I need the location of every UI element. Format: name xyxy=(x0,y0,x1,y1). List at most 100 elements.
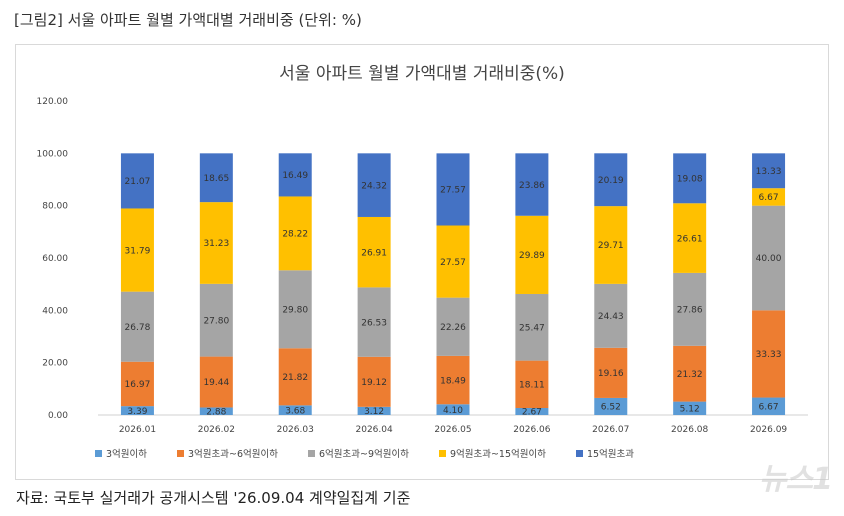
y-tick-label: 120.00 xyxy=(37,97,69,107)
data-label: 22.26 xyxy=(440,323,466,333)
data-label: 13.33 xyxy=(756,167,782,177)
bar-segment xyxy=(199,283,233,357)
data-label: 18.65 xyxy=(203,174,229,184)
bar-segment xyxy=(673,153,707,204)
data-label: 25.47 xyxy=(519,324,545,334)
data-label: 19.12 xyxy=(361,378,387,388)
bar-segment xyxy=(752,153,786,189)
data-label: 3.68 xyxy=(285,406,305,416)
bar-segment xyxy=(199,202,233,284)
legend-item: 9억원초과~15억원이하 xyxy=(438,446,546,460)
data-label: 19.16 xyxy=(598,369,624,379)
legend-swatch xyxy=(438,449,446,457)
data-label: 6.67 xyxy=(759,193,779,203)
data-label: 18.49 xyxy=(440,376,466,386)
bar-segment xyxy=(199,153,233,203)
x-tick-label: 2026.04 xyxy=(356,425,393,435)
legend-swatch xyxy=(307,449,315,457)
data-label: 26.53 xyxy=(361,318,387,328)
bar-segment xyxy=(436,297,470,356)
data-label: 19.08 xyxy=(677,175,703,185)
source-note: 자료: 국토부 실거래가 공개시스템 '26.09.04 계약일집계 기준 xyxy=(16,489,411,507)
figure-caption: [그림2] 서울 아파트 월별 가액대별 거래비중 (단위: %) xyxy=(14,11,362,29)
data-label: 2.67 xyxy=(522,408,542,418)
data-label: 33.33 xyxy=(756,350,782,360)
data-label: 31.23 xyxy=(203,239,229,249)
bar-segment xyxy=(515,293,549,361)
data-label: 23.86 xyxy=(519,181,545,191)
bar-segment xyxy=(357,216,391,288)
x-tick-label: 2026.09 xyxy=(750,425,787,435)
y-tick-label: 20.00 xyxy=(42,359,68,369)
bar-segment xyxy=(752,310,786,398)
news1-watermark-logo: 뉴스1 xyxy=(758,462,833,497)
bar-segment xyxy=(436,153,470,226)
bar-segment xyxy=(594,206,628,284)
data-label: 2.88 xyxy=(206,407,226,417)
bar-segment xyxy=(752,188,786,206)
y-tick-label: 60.00 xyxy=(42,254,68,264)
x-tick-label: 2026.07 xyxy=(592,425,629,435)
bar-segment xyxy=(357,287,391,357)
x-tick-label: 2026.06 xyxy=(513,425,550,435)
bar-segment xyxy=(278,270,312,349)
legend-swatch xyxy=(575,449,583,457)
data-label: 5.12 xyxy=(680,405,700,415)
chart-legend: 3억원이하 3억원초과~6억원이하 6억원초과~9억원이하 9억원초과~15억원이하 1… xyxy=(95,446,634,460)
data-label: 21.32 xyxy=(677,370,703,380)
data-label: 24.32 xyxy=(361,181,387,191)
data-label: 27.57 xyxy=(440,186,466,196)
x-tick-label: 2026.01 xyxy=(119,425,156,435)
bar-segment xyxy=(515,215,549,294)
bar-segment xyxy=(594,397,628,415)
data-label: 21.07 xyxy=(125,177,151,187)
bar-segment xyxy=(673,203,707,273)
data-label: 29.89 xyxy=(519,251,545,261)
bar-segment xyxy=(357,406,391,415)
x-tick-label: 2026.02 xyxy=(198,425,235,435)
data-label: 20.19 xyxy=(598,176,624,186)
y-tick-label: 40.00 xyxy=(42,306,68,316)
data-label: 21.82 xyxy=(282,373,308,383)
data-label: 31.79 xyxy=(125,246,151,256)
legend-item: 3억원이하 xyxy=(95,446,147,460)
data-label: 19.44 xyxy=(203,378,229,388)
bar-segment xyxy=(594,283,628,348)
x-tick-label: 2026.03 xyxy=(277,425,314,435)
legend-item: 15억원초과 xyxy=(575,446,635,460)
bar-segment xyxy=(436,225,470,298)
stacked-bar-chart: 서울 아파트 월별 가액대별 거래비중(%) 0.00 20.00 40.00 60.… xyxy=(37,64,808,435)
bar-segment xyxy=(120,361,154,407)
legend-swatch xyxy=(95,449,102,457)
bar-segment xyxy=(120,153,154,209)
data-label: 26.78 xyxy=(125,323,151,333)
chart-title: 서울 아파트 월별 가액대별 거래비중(%) xyxy=(279,64,565,84)
bar-segment xyxy=(436,404,470,415)
legend-label: 9억원초과~15억원이하 xyxy=(449,449,546,460)
bar-segment xyxy=(515,360,549,409)
legend-swatch xyxy=(177,449,185,457)
legend-label: 15억원초과 xyxy=(586,449,635,460)
y-axis: 0.00 20.00 40.00 60.00 80.00 100.00 120.00 xyxy=(37,97,69,421)
y-tick-label: 100.00 xyxy=(37,149,69,159)
data-label: 6.67 xyxy=(759,402,779,412)
legend-label: 6억원초과~9억원이하 xyxy=(318,449,409,460)
bar-segment xyxy=(278,196,312,271)
bar-segment xyxy=(436,355,470,405)
data-label: 27.57 xyxy=(440,258,466,268)
data-label: 16.49 xyxy=(282,171,308,181)
x-tick-label: 2026.05 xyxy=(434,425,471,435)
y-tick-label: 80.00 xyxy=(42,202,68,212)
data-label: 3.39 xyxy=(127,407,147,417)
data-label: 26.61 xyxy=(677,234,703,244)
bar-segment xyxy=(199,407,233,415)
bar-segment xyxy=(673,345,707,402)
x-tick-label: 2026.08 xyxy=(671,425,708,435)
chart-container: 서울 아파트 월별 가액대별 거래비중(%) 0.00 20.00 40.00 60.… xyxy=(15,44,829,480)
bar-segment xyxy=(199,356,233,408)
bar-segment xyxy=(120,291,154,362)
data-label: 27.86 xyxy=(677,306,703,316)
bar-segment xyxy=(278,153,312,197)
data-labels-group: 3.39 16.97 26.78 31.79 21.07 2.88 19.44 27.80 31… xyxy=(125,167,782,418)
y-tick-label: 0.00 xyxy=(48,411,68,421)
